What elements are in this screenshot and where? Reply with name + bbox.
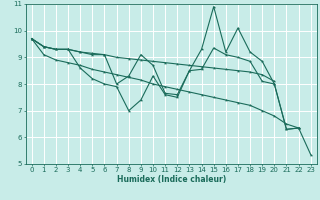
X-axis label: Humidex (Indice chaleur): Humidex (Indice chaleur) bbox=[116, 175, 226, 184]
